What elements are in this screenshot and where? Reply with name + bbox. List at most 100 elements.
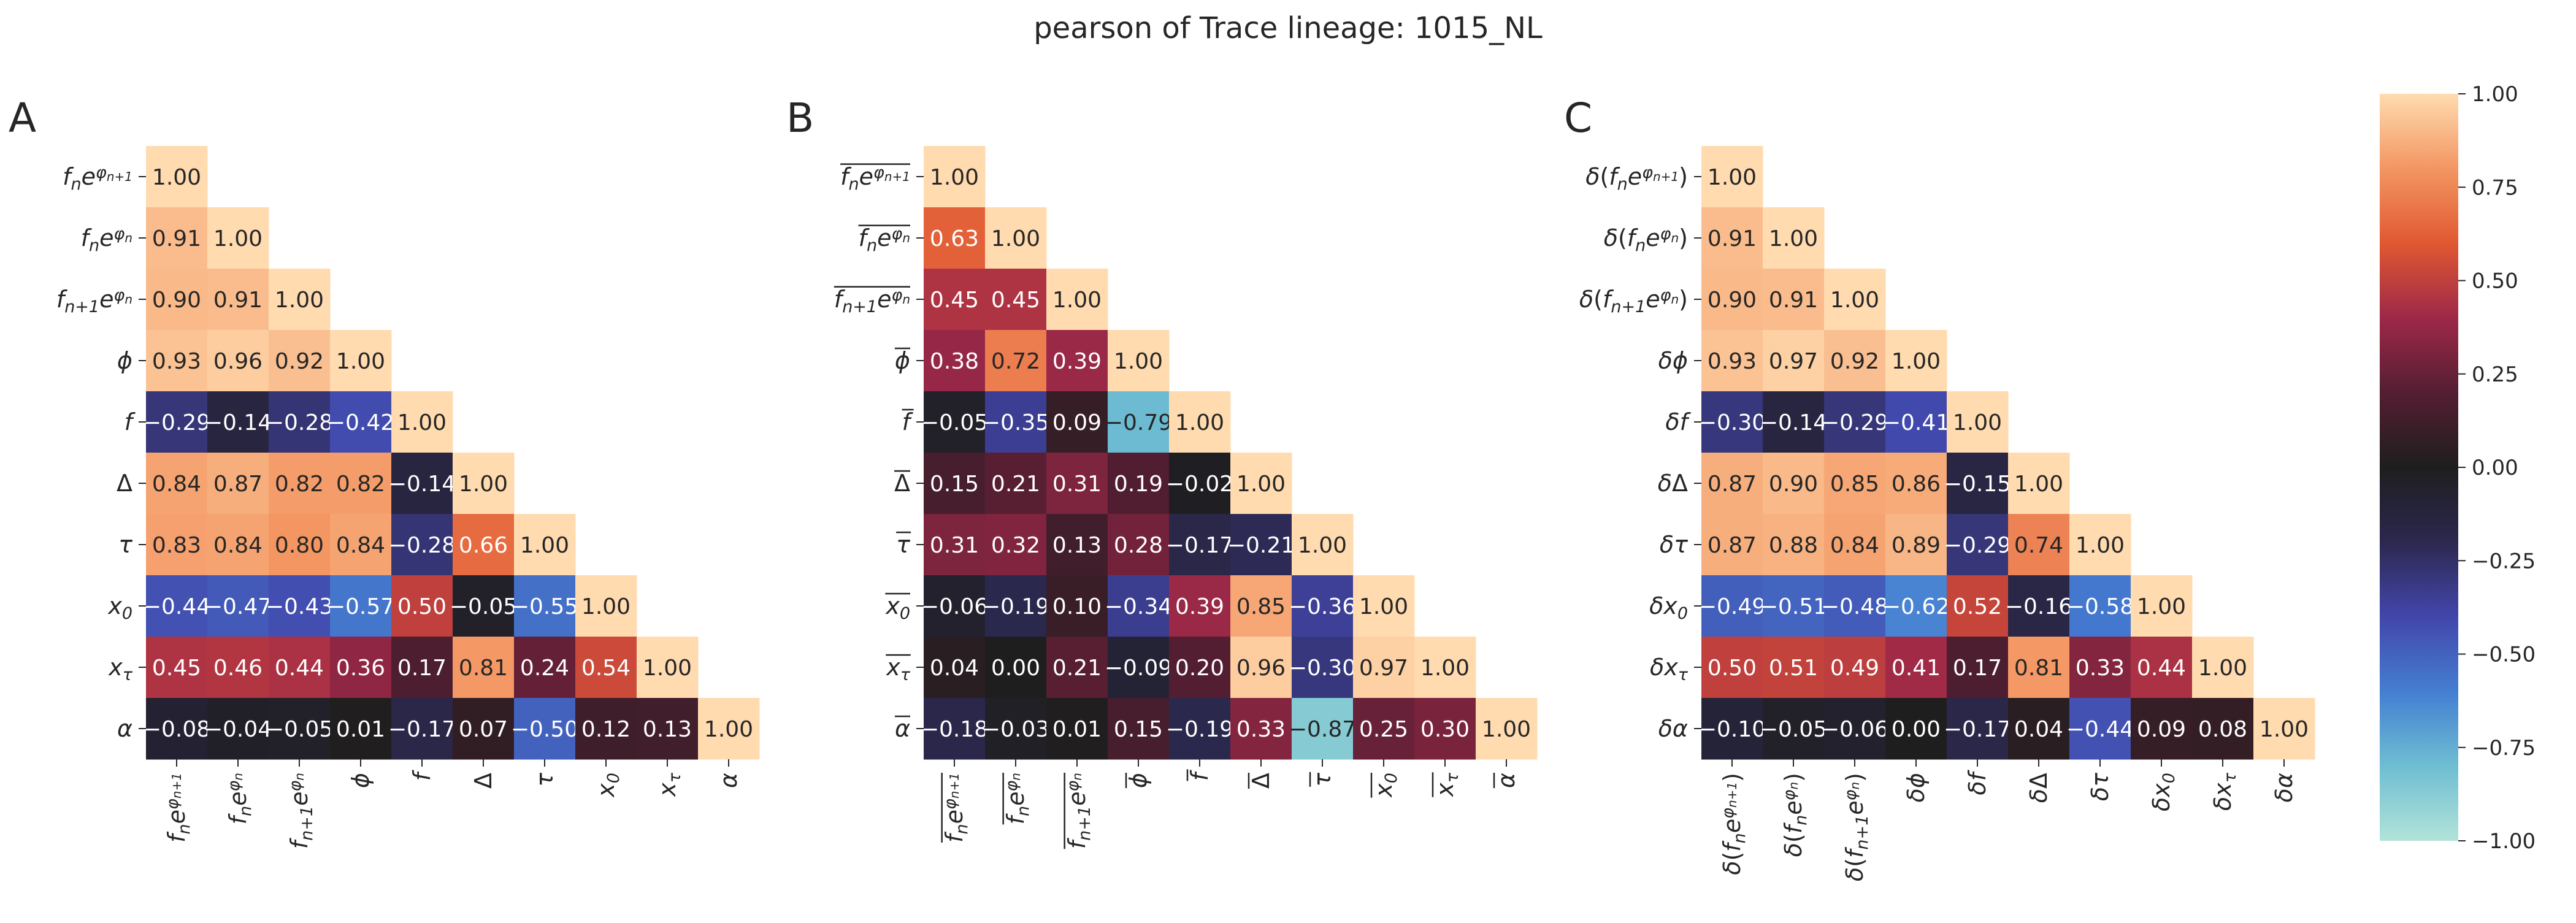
cell-value-label: 0.21	[1052, 656, 1102, 681]
heatmap-cell	[330, 698, 392, 760]
heatmap-cell	[985, 514, 1047, 576]
heatmap-cell	[269, 391, 331, 453]
heatmap-cell	[1947, 637, 2009, 699]
cell-value-label: −0.28	[388, 533, 456, 558]
cell-value-label: 1.00	[1482, 717, 1531, 742]
heatmap-cell	[453, 698, 515, 760]
cell-value-label: −0.29	[1821, 410, 1888, 435]
cell-value-label: −0.14	[388, 472, 456, 497]
heatmap-cell	[1046, 575, 1108, 637]
heatmap-cell	[2008, 514, 2070, 576]
heatmap-cell	[1701, 514, 1763, 576]
heatmap-cell	[2192, 637, 2254, 699]
cell-value-label: 1.00	[1830, 288, 1879, 313]
y-tick-label: δxτ	[1650, 654, 1689, 684]
x-tick-label: f	[408, 769, 435, 781]
heatmap-cell	[924, 637, 986, 699]
cell-value-label: 1.00	[2137, 594, 2186, 619]
cell-value-label: −0.51	[1760, 594, 1827, 619]
cell-value-label: 1.00	[1359, 594, 1408, 619]
heatmap-cell	[207, 269, 269, 331]
heatmap-cell	[1824, 453, 1886, 515]
cell-value-label: 0.45	[152, 656, 201, 681]
cell-value-label: 0.80	[275, 533, 324, 558]
heatmap-cell	[330, 637, 392, 699]
x-tick-label: xτ	[1432, 772, 1462, 797]
heatmap-cell	[1701, 453, 1763, 515]
heatmap-cell	[924, 391, 986, 453]
y-tick-label: fn+1eφn	[56, 286, 132, 316]
heatmap-cell	[985, 330, 1047, 392]
cell-value-label: 0.91	[1708, 226, 1757, 251]
cell-value-label: −0.28	[266, 410, 333, 435]
heatmap-cell	[207, 207, 269, 269]
y-tick-label: fneφn	[81, 224, 132, 255]
cell-value-label: 1.00	[2198, 656, 2247, 681]
x-tick-label: fneφn+1	[163, 773, 194, 843]
cell-value-label: 0.28	[1114, 533, 1163, 558]
cell-value-label: 0.13	[1052, 533, 1102, 558]
heatmap-cell	[1701, 575, 1763, 637]
heatmap-cell	[1230, 575, 1292, 637]
heatmap-cell	[1292, 698, 1354, 760]
heatmap-cell	[2069, 575, 2131, 637]
cell-value-label: −0.04	[204, 717, 272, 742]
cell-value-label: 0.82	[336, 472, 385, 497]
heatmap-cell	[1763, 514, 1825, 576]
cell-value-label: −0.14	[204, 410, 272, 435]
x-tick-label: Δ	[1248, 773, 1275, 789]
cell-value-label: −0.79	[1105, 410, 1172, 435]
cell-value-label: 1.00	[459, 472, 508, 497]
x-tick-label: δx0	[2148, 773, 2179, 811]
heatmap-cell	[1169, 637, 1231, 699]
heatmap-cell	[1763, 453, 1825, 515]
cell-value-label: 1.00	[1769, 226, 1818, 251]
heatmap-cell	[2253, 698, 2315, 760]
heatmap-cell	[924, 514, 986, 576]
y-tick-label: δΔ	[1658, 470, 1688, 497]
heatmap-cell	[146, 453, 208, 515]
cell-value-label: 0.46	[213, 656, 263, 681]
cell-value-label: −0.05	[921, 410, 988, 435]
cell-value-label: 0.93	[1708, 349, 1757, 374]
heatmap-cell	[1763, 637, 1825, 699]
cell-value-label: 0.10	[1052, 594, 1102, 619]
heatmap-cell	[1824, 330, 1886, 392]
heatmap-cell	[514, 637, 576, 699]
x-tick-label: fneφn+1	[941, 773, 972, 843]
heatmap-cell	[1046, 514, 1108, 576]
cell-value-label: −0.08	[143, 717, 210, 742]
cell-value-label: 1.00	[1298, 533, 1347, 558]
cell-value-label: 0.86	[1892, 472, 1941, 497]
colorbar-tick-label: −0.75	[2472, 736, 2536, 760]
cell-value-label: −0.41	[1882, 410, 1950, 435]
cell-value-label: 0.90	[1708, 288, 1757, 313]
heatmap-panels: A 1.00 0.91 1.00 0.90 0.91 1.00 0.93 0.96 0.92 1.0…	[9, 94, 2315, 881]
heatmap-cell	[1885, 514, 1947, 576]
heatmap-cell	[1046, 637, 1108, 699]
heatmap-cell	[985, 698, 1047, 760]
heatmap-cell	[391, 575, 453, 637]
heatmap-cell	[207, 391, 269, 453]
cell-value-label: 0.91	[152, 226, 201, 251]
heatmap-panel-b: B 1.00 0.63 1.00 0.45 0.45 1.00 0.38 0.72 0.39 1.0…	[786, 94, 1538, 849]
heatmap-cell	[207, 514, 269, 576]
heatmap-cell	[1947, 698, 2009, 760]
cell-value-label: 0.32	[991, 533, 1040, 558]
x-tick-label: δxτ	[2209, 772, 2240, 811]
y-tick-label: α	[895, 715, 910, 742]
heatmap-cell	[698, 698, 760, 760]
heatmap-cell	[1108, 698, 1170, 760]
heatmap-cell	[146, 330, 208, 392]
heatmap-cell	[2192, 698, 2254, 760]
y-tick-label: Δ	[117, 470, 132, 497]
cell-value-label: 1.00	[213, 226, 263, 251]
cell-value-label: 1.00	[1708, 165, 1757, 190]
heatmap-cell	[1108, 391, 1170, 453]
heatmap-cell	[1763, 269, 1825, 331]
heatmap-cell	[207, 637, 269, 699]
cell-value-label: 1.00	[930, 165, 979, 190]
cell-value-label: 0.09	[2137, 717, 2186, 742]
heatmap-cell	[1885, 575, 1947, 637]
heatmap-cell	[985, 269, 1047, 331]
